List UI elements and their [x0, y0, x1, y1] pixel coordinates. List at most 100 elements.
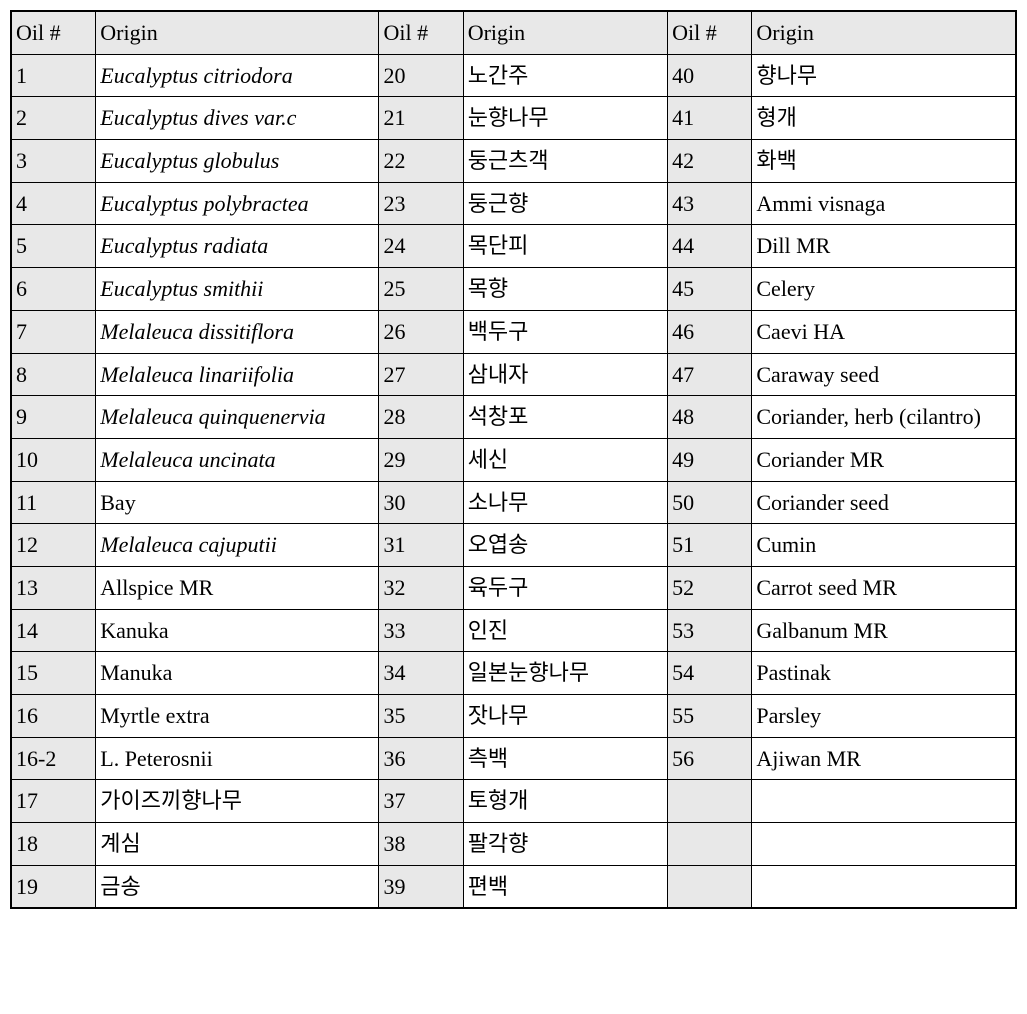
origin-cell: Melaleuca uncinata [96, 438, 379, 481]
oil-num-cell: 20 [379, 54, 463, 97]
table-row: 4Eucalyptus polybractea23둥근향43Ammi visna… [11, 182, 1016, 225]
table-row: 13Allspice MR32육두구52Carrot seed MR [11, 566, 1016, 609]
oil-num-cell: 32 [379, 566, 463, 609]
oil-num-cell: 17 [11, 780, 96, 823]
origin-cell: Eucalyptus radiata [96, 225, 379, 268]
origin-cell: Caevi HA [752, 310, 1016, 353]
origin-cell: Coriander, herb (cilantro) [752, 396, 1016, 439]
oil-num-cell: 35 [379, 695, 463, 738]
oil-num-cell: 15 [11, 652, 96, 695]
table-row: 6Eucalyptus smithii25목향45Celery [11, 268, 1016, 311]
table-row: 17가이즈끼향나무37토형개 [11, 780, 1016, 823]
oil-num-cell [668, 865, 752, 908]
origin-cell: 계심 [96, 823, 379, 866]
origin-cell: Coriander seed [752, 481, 1016, 524]
origin-cell: Celery [752, 268, 1016, 311]
origin-cell: 목향 [463, 268, 667, 311]
origin-cell [752, 865, 1016, 908]
origin-cell: 인진 [463, 609, 667, 652]
origin-cell: Allspice MR [96, 566, 379, 609]
oil-num-cell: 13 [11, 566, 96, 609]
origin-cell: Cumin [752, 524, 1016, 567]
header-oil-2: Oil # [379, 11, 463, 54]
oil-num-cell: 40 [668, 54, 752, 97]
origin-cell: Manuka [96, 652, 379, 695]
table-row: 11Bay30소나무50Coriander seed [11, 481, 1016, 524]
origin-cell: Eucalyptus dives var.c [96, 97, 379, 140]
oil-num-cell: 36 [379, 737, 463, 780]
oil-num-cell: 23 [379, 182, 463, 225]
oil-num-cell: 45 [668, 268, 752, 311]
oil-num-cell: 30 [379, 481, 463, 524]
header-origin-2: Origin [463, 11, 667, 54]
origin-cell: 세신 [463, 438, 667, 481]
origin-cell: 토형개 [463, 780, 667, 823]
oil-origin-table: Oil # Origin Oil # Origin Oil # Origin 1… [10, 10, 1017, 909]
oil-num-cell: 33 [379, 609, 463, 652]
origin-cell: Parsley [752, 695, 1016, 738]
oil-num-cell: 54 [668, 652, 752, 695]
oil-num-cell: 55 [668, 695, 752, 738]
origin-cell: Caraway seed [752, 353, 1016, 396]
origin-cell: 측백 [463, 737, 667, 780]
origin-cell: 목단피 [463, 225, 667, 268]
oil-num-cell: 29 [379, 438, 463, 481]
oil-num-cell: 50 [668, 481, 752, 524]
oil-num-cell: 24 [379, 225, 463, 268]
oil-num-cell: 6 [11, 268, 96, 311]
origin-cell: Ajiwan MR [752, 737, 1016, 780]
oil-num-cell: 4 [11, 182, 96, 225]
oil-num-cell: 14 [11, 609, 96, 652]
origin-cell: Eucalyptus globulus [96, 140, 379, 183]
origin-cell: Eucalyptus polybractea [96, 182, 379, 225]
table-row: 14Kanuka33인진53Galbanum MR [11, 609, 1016, 652]
header-origin-1: Origin [96, 11, 379, 54]
oil-num-cell: 18 [11, 823, 96, 866]
origin-cell: 백두구 [463, 310, 667, 353]
origin-cell: 육두구 [463, 566, 667, 609]
table-row: 19금송39편백 [11, 865, 1016, 908]
origin-cell [752, 823, 1016, 866]
table-body: 1Eucalyptus citriodora20노간주40향나무2Eucalyp… [11, 54, 1016, 908]
oil-num-cell: 26 [379, 310, 463, 353]
origin-cell: Melaleuca linariifolia [96, 353, 379, 396]
origin-cell: Myrtle extra [96, 695, 379, 738]
table-row: 8Melaleuca linariifolia27삼내자47Caraway se… [11, 353, 1016, 396]
origin-cell: Coriander MR [752, 438, 1016, 481]
origin-cell: 향나무 [752, 54, 1016, 97]
table-row: 9Melaleuca quinquenervia28석창포48Coriander… [11, 396, 1016, 439]
header-oil-1: Oil # [11, 11, 96, 54]
table-row: 1Eucalyptus citriodora20노간주40향나무 [11, 54, 1016, 97]
origin-cell: Bay [96, 481, 379, 524]
oil-num-cell: 25 [379, 268, 463, 311]
origin-cell: 둥근츠객 [463, 140, 667, 183]
origin-cell: Melaleuca cajuputii [96, 524, 379, 567]
origin-cell: Dill MR [752, 225, 1016, 268]
oil-num-cell: 37 [379, 780, 463, 823]
oil-num-cell: 7 [11, 310, 96, 353]
oil-num-cell [668, 823, 752, 866]
oil-num-cell: 9 [11, 396, 96, 439]
origin-cell: Melaleuca quinquenervia [96, 396, 379, 439]
origin-cell: 오엽송 [463, 524, 667, 567]
oil-num-cell: 8 [11, 353, 96, 396]
origin-cell: 가이즈끼향나무 [96, 780, 379, 823]
header-row: Oil # Origin Oil # Origin Oil # Origin [11, 11, 1016, 54]
oil-num-cell: 48 [668, 396, 752, 439]
header-oil-3: Oil # [668, 11, 752, 54]
oil-num-cell: 38 [379, 823, 463, 866]
oil-num-cell: 2 [11, 97, 96, 140]
origin-cell: Melaleuca dissitiflora [96, 310, 379, 353]
oil-num-cell [668, 780, 752, 823]
oil-num-cell: 16-2 [11, 737, 96, 780]
origin-cell: 일본눈향나무 [463, 652, 667, 695]
table-row: 15Manuka34일본눈향나무54Pastinak [11, 652, 1016, 695]
oil-num-cell: 34 [379, 652, 463, 695]
origin-cell: 금송 [96, 865, 379, 908]
origin-cell: Ammi visnaga [752, 182, 1016, 225]
oil-num-cell: 3 [11, 140, 96, 183]
oil-num-cell: 46 [668, 310, 752, 353]
origin-cell: 화백 [752, 140, 1016, 183]
table-row: 7Melaleuca dissitiflora26백두구46Caevi HA [11, 310, 1016, 353]
origin-cell: Galbanum MR [752, 609, 1016, 652]
